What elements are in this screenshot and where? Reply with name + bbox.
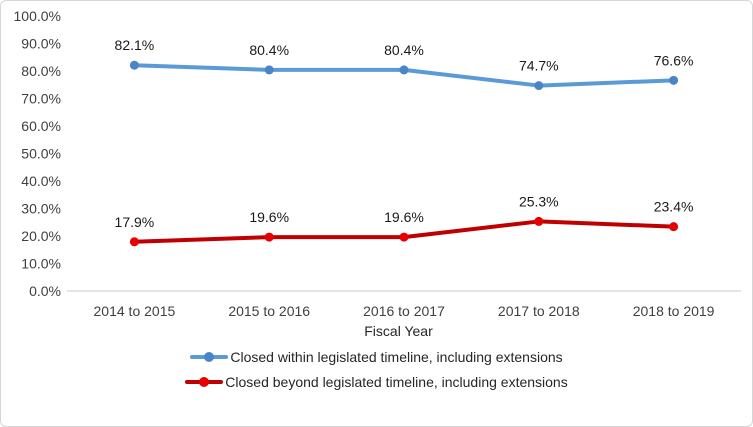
data-point-marker xyxy=(264,65,274,75)
data-point-marker xyxy=(534,81,544,91)
legend-key-line xyxy=(185,377,224,387)
y-axis-tick-label: 10.0% xyxy=(21,256,61,272)
legend: Closed within legislated timeline, inclu… xyxy=(1,348,752,391)
data-point-label: 80.4% xyxy=(249,42,289,58)
y-axis-tick-label: 70.0% xyxy=(21,91,61,107)
legend-label: Closed within legislated timeline, inclu… xyxy=(230,349,563,365)
x-axis-category-label: 2015 to 2016 xyxy=(228,303,310,319)
x-axis-category-label: 2016 to 2017 xyxy=(363,303,445,319)
y-axis-tick-label: 30.0% xyxy=(21,201,61,217)
legend-item: Closed beyond legislated timeline, inclu… xyxy=(185,373,568,391)
y-axis-tick-label: 80.0% xyxy=(21,63,61,79)
legend-key-marker-dot xyxy=(204,352,215,362)
data-point-label: 80.4% xyxy=(384,42,424,58)
data-point-label: 17.9% xyxy=(115,214,155,230)
data-point-marker xyxy=(669,75,679,85)
x-axis-title: Fiscal Year xyxy=(364,323,433,339)
data-point-marker xyxy=(129,237,139,247)
data-point-marker xyxy=(129,60,139,70)
y-axis-tick-label: 90.0% xyxy=(21,36,61,52)
y-axis-tick-label: 50.0% xyxy=(21,146,61,162)
data-point-marker xyxy=(534,216,544,226)
x-axis-category-label: 2018 to 2019 xyxy=(633,303,715,319)
legend-key-marker-dot xyxy=(199,377,210,387)
data-point-label: 19.6% xyxy=(249,209,289,225)
plot-area: 0.0% 10.0% 20.0% 30.0% 40.0% 50.0% 60.0% 70.0% 8… xyxy=(14,8,741,319)
data-point-label: 76.6% xyxy=(654,52,694,68)
data-point-label: 74.7% xyxy=(519,58,559,74)
data-point-marker xyxy=(399,65,409,75)
data-point-label: 19.6% xyxy=(384,209,424,225)
data-point-label: 23.4% xyxy=(654,199,694,215)
legend-key-line xyxy=(190,352,229,362)
y-axis-tick-label: 60.0% xyxy=(21,118,61,134)
x-axis-category-label: 2017 to 2018 xyxy=(498,303,580,319)
data-point-label: 82.1% xyxy=(115,37,155,53)
data-point-marker xyxy=(669,222,679,232)
data-point-marker xyxy=(264,232,274,242)
y-axis-tick-label: 40.0% xyxy=(21,173,61,189)
y-axis-tick-label: 20.0% xyxy=(21,228,61,244)
legend-item: Closed within legislated timeline, inclu… xyxy=(190,348,563,366)
data-point-label: 25.3% xyxy=(519,193,559,209)
x-axis-category-label: 2014 to 2015 xyxy=(94,303,176,319)
y-axis-tick-label: 100.0% xyxy=(14,8,61,24)
y-axis-tick-label: 0.0% xyxy=(29,283,61,299)
data-point-marker xyxy=(399,232,409,242)
legend-label: Closed beyond legislated timeline, inclu… xyxy=(225,374,568,390)
